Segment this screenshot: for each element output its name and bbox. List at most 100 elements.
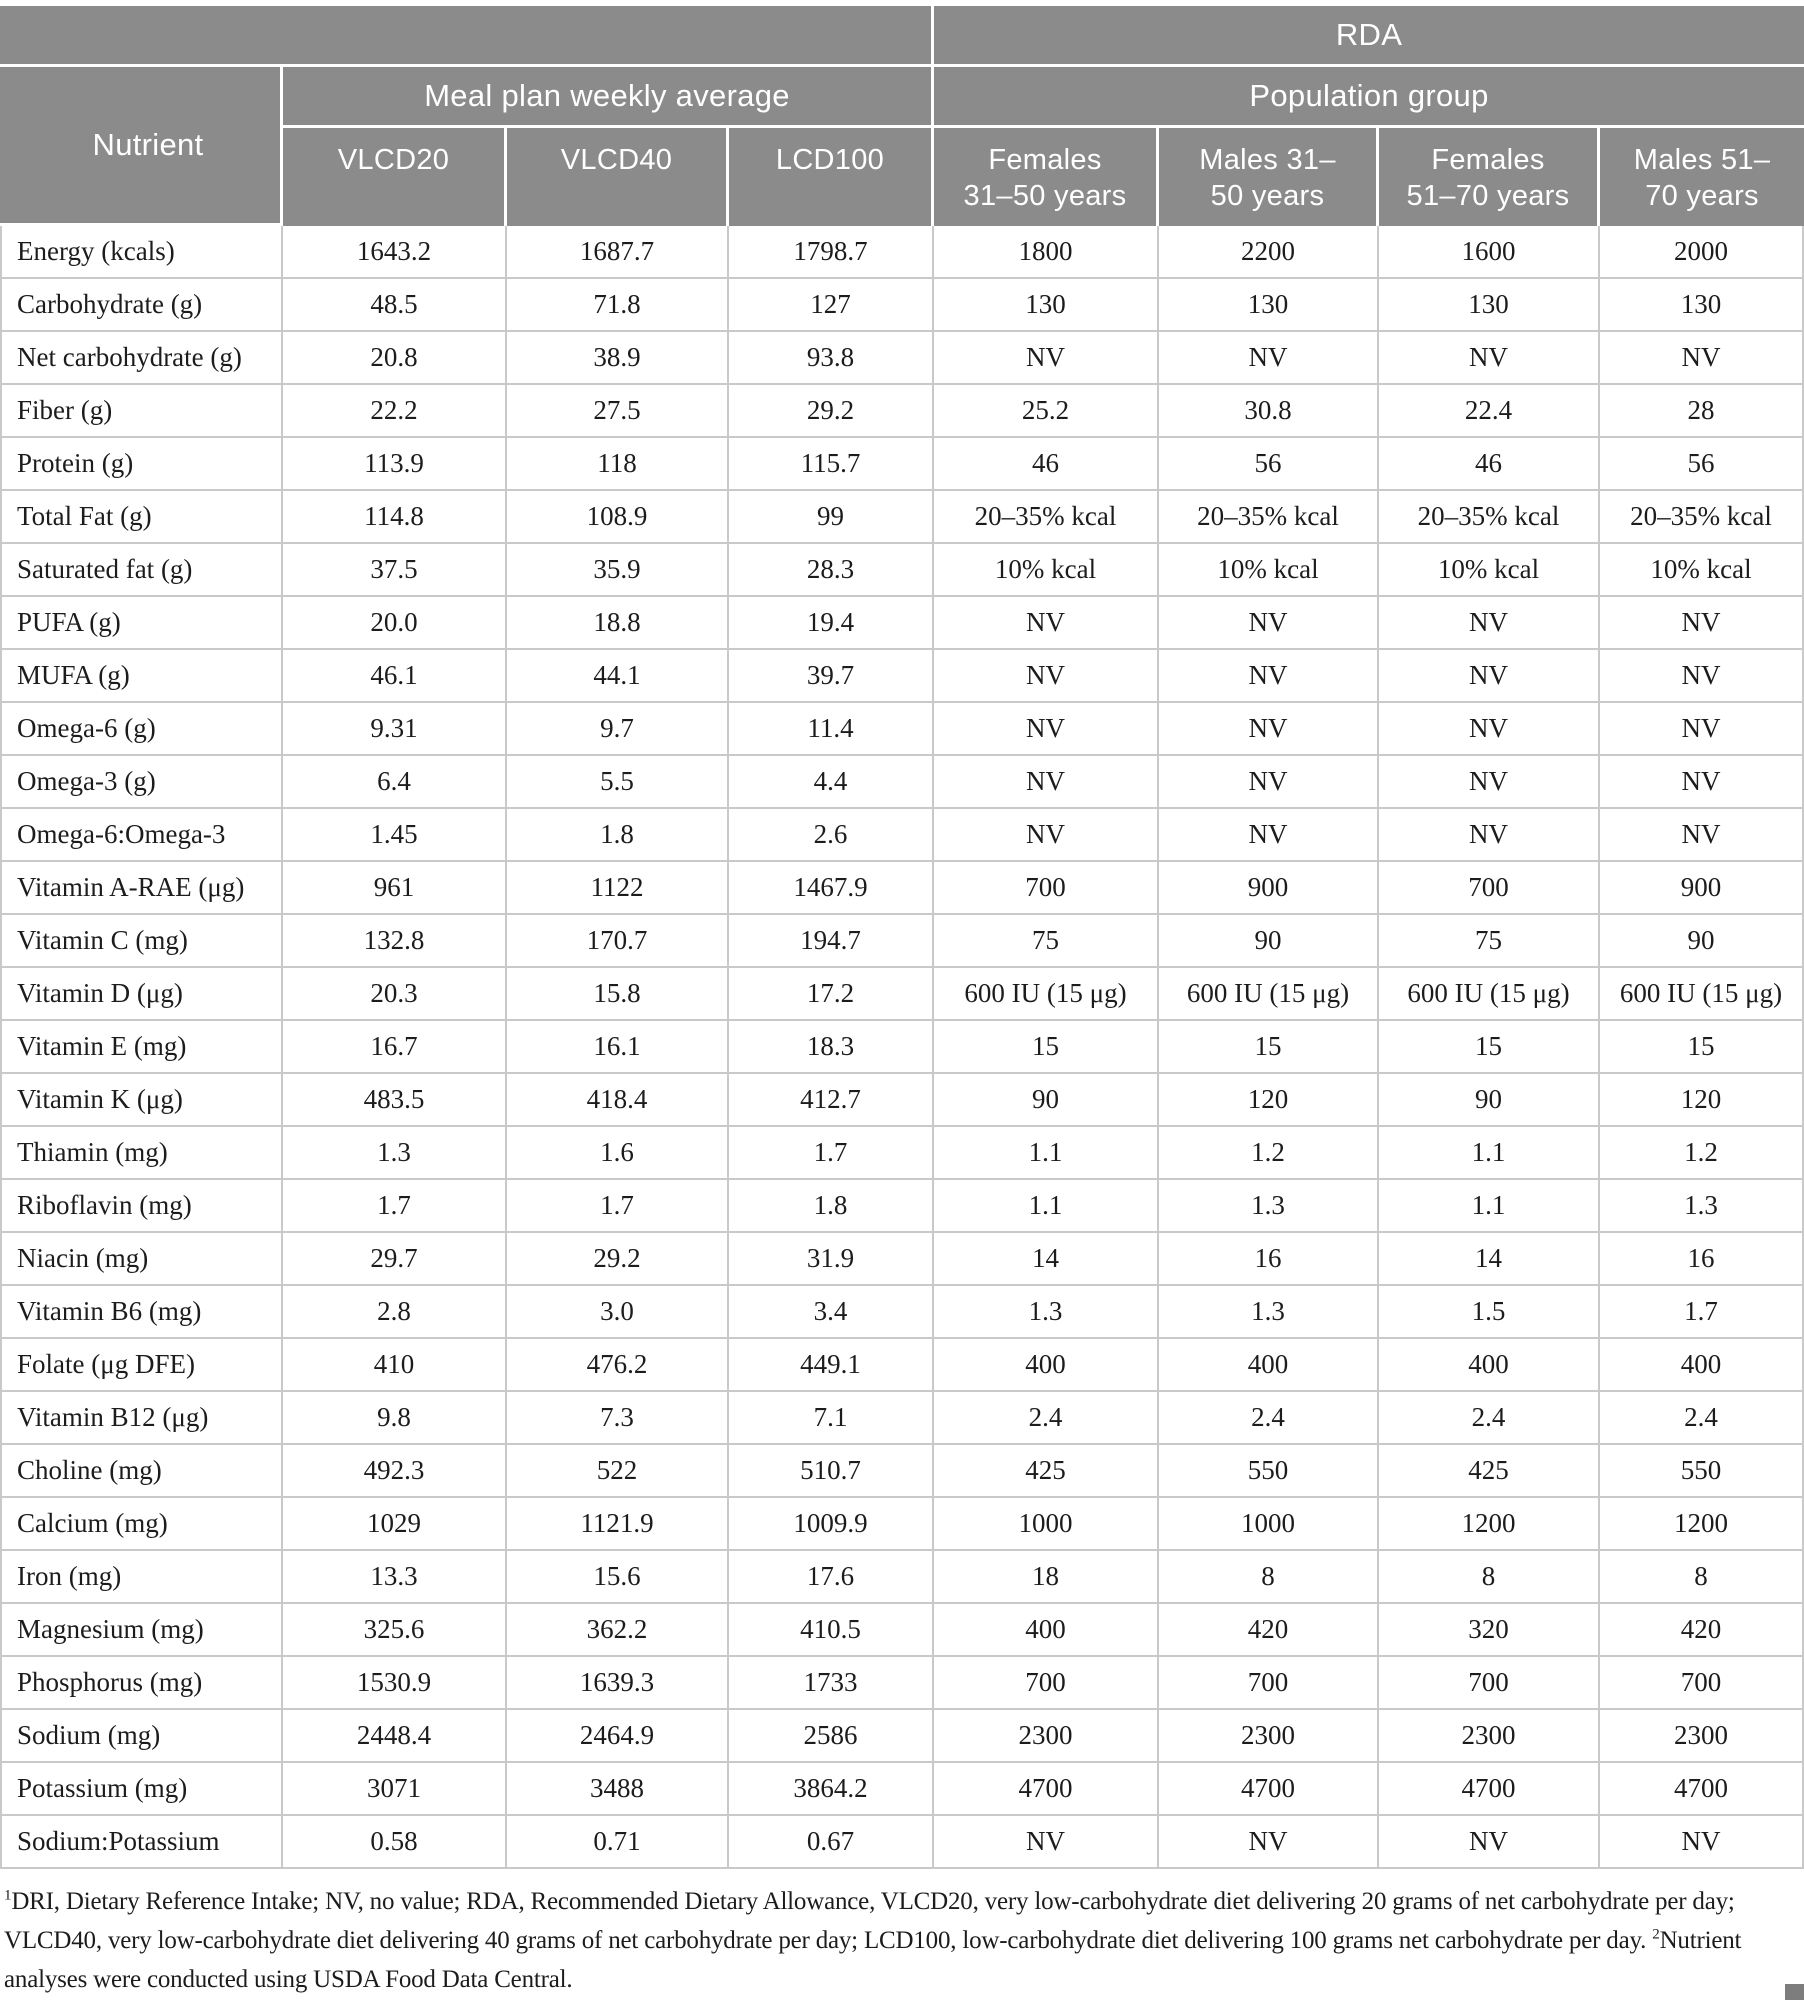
value-cell: 15.8 xyxy=(507,968,729,1021)
value-cell: 93.8 xyxy=(729,332,934,385)
value-cell: 700 xyxy=(1159,1657,1379,1710)
value-cell: 4700 xyxy=(1379,1763,1600,1816)
footnote: 1DRI, Dietary Reference Intake; NV, no v… xyxy=(0,1882,1804,1999)
value-cell: 113.9 xyxy=(283,438,507,491)
value-cell: 325.6 xyxy=(283,1604,507,1657)
value-cell: 4700 xyxy=(1159,1763,1379,1816)
value-cell: 1122 xyxy=(507,862,729,915)
table-row: Omega-3 (g) 6.4 5.5 4.4 NV NV NV NV xyxy=(0,756,1804,809)
value-cell: 1.8 xyxy=(507,809,729,862)
value-cell: NV xyxy=(934,597,1159,650)
value-cell: 75 xyxy=(1379,915,1600,968)
value-cell: 15 xyxy=(1600,1021,1804,1074)
value-cell: 29.2 xyxy=(507,1233,729,1286)
value-cell: 1.7 xyxy=(1600,1286,1804,1339)
value-cell: 29.7 xyxy=(283,1233,507,1286)
value-cell: NV xyxy=(934,756,1159,809)
nutrient-label: Vitamin A-RAE (μg) xyxy=(0,862,283,915)
nutrient-label: Vitamin B6 (mg) xyxy=(0,1286,283,1339)
nutrient-label: Omega-6 (g) xyxy=(0,703,283,756)
table-row: Calcium (mg) 1029 1121.9 1009.9 1000 1000 1200… xyxy=(0,1498,1804,1551)
value-cell: 900 xyxy=(1600,862,1804,915)
value-cell: 17.2 xyxy=(729,968,934,1021)
value-cell: 410.5 xyxy=(729,1604,934,1657)
value-cell: 600 IU (15 μg) xyxy=(1159,968,1379,1021)
value-cell: 20.3 xyxy=(283,968,507,1021)
value-cell: 400 xyxy=(1379,1339,1600,1392)
value-cell: 1687.7 xyxy=(507,226,729,279)
value-cell: 1200 xyxy=(1600,1498,1804,1551)
value-cell: 362.2 xyxy=(507,1604,729,1657)
table-row: Choline (mg) 492.3 522 510.7 425 550 425 550 xyxy=(0,1445,1804,1498)
value-cell: 2300 xyxy=(1159,1710,1379,1763)
value-cell: 1200 xyxy=(1379,1498,1600,1551)
value-cell: 127 xyxy=(729,279,934,332)
table-row: Vitamin A-RAE (μg) 961 1122 1467.9 700 900 700… xyxy=(0,862,1804,915)
value-cell: 3.0 xyxy=(507,1286,729,1339)
value-cell: 418.4 xyxy=(507,1074,729,1127)
value-cell: NV xyxy=(1159,703,1379,756)
value-cell: 961 xyxy=(283,862,507,915)
value-cell: 115.7 xyxy=(729,438,934,491)
value-cell: 600 IU (15 μg) xyxy=(934,968,1159,1021)
value-cell: 2586 xyxy=(729,1710,934,1763)
value-cell: 1009.9 xyxy=(729,1498,934,1551)
table-row: Saturated fat (g) 37.5 35.9 28.3 10% kcal 10%… xyxy=(0,544,1804,597)
value-cell: 31.9 xyxy=(729,1233,934,1286)
value-cell: 9.8 xyxy=(283,1392,507,1445)
rda-header: RDA xyxy=(934,6,1804,67)
value-cell: 1733 xyxy=(729,1657,934,1710)
nutrient-label: Thiamin (mg) xyxy=(0,1127,283,1180)
value-cell: 46 xyxy=(934,438,1159,491)
value-cell: NV xyxy=(1379,1816,1600,1869)
value-cell: 449.1 xyxy=(729,1339,934,1392)
nutrient-label: Sodium:Potassium xyxy=(0,1816,283,1869)
value-cell: 1.3 xyxy=(934,1286,1159,1339)
value-cell: 4.4 xyxy=(729,756,934,809)
value-cell: 20.8 xyxy=(283,332,507,385)
table-row: Energy (kcals) 1643.2 1687.7 1798.7 1800 2200… xyxy=(0,226,1804,279)
value-cell: 476.2 xyxy=(507,1339,729,1392)
value-cell: 15.6 xyxy=(507,1551,729,1604)
value-cell: 1.1 xyxy=(1379,1180,1600,1233)
value-cell: 0.71 xyxy=(507,1816,729,1869)
value-cell: NV xyxy=(934,809,1159,862)
value-cell: NV xyxy=(1600,332,1804,385)
table-row: Folate (μg DFE) 410 476.2 449.1 400 400 400 400 xyxy=(0,1339,1804,1392)
table-row: Riboflavin (mg) 1.7 1.7 1.8 1.1 1.3 1.1 1.3 xyxy=(0,1180,1804,1233)
value-cell: 410 xyxy=(283,1339,507,1392)
value-cell: NV xyxy=(1600,1816,1804,1869)
nutrient-label: Phosphorus (mg) xyxy=(0,1657,283,1710)
header-blank-cell xyxy=(0,6,934,67)
value-cell: 28 xyxy=(1600,385,1804,438)
value-cell: 120 xyxy=(1159,1074,1379,1127)
value-cell: 2.4 xyxy=(934,1392,1159,1445)
value-cell: 1.7 xyxy=(507,1180,729,1233)
table-row: Thiamin (mg) 1.3 1.6 1.7 1.1 1.2 1.1 1.2 xyxy=(0,1127,1804,1180)
value-cell: 13.3 xyxy=(283,1551,507,1604)
nutrient-label: Vitamin E (mg) xyxy=(0,1021,283,1074)
table-row: Total Fat (g) 114.8 108.9 99 20–35% kcal 20–3… xyxy=(0,491,1804,544)
value-cell: 2.6 xyxy=(729,809,934,862)
value-cell: 3071 xyxy=(283,1763,507,1816)
value-cell: 6.4 xyxy=(283,756,507,809)
header-row-rda: RDA xyxy=(0,6,1804,67)
col-header-females-31-50: Females 31–50 years xyxy=(934,128,1159,226)
nutrient-label: Potassium (mg) xyxy=(0,1763,283,1816)
value-cell: 2300 xyxy=(1379,1710,1600,1763)
nutrient-label: Folate (μg DFE) xyxy=(0,1339,283,1392)
value-cell: 30.8 xyxy=(1159,385,1379,438)
value-cell: 46.1 xyxy=(283,650,507,703)
value-cell: 130 xyxy=(1600,279,1804,332)
table-row: Carbohydrate (g) 48.5 71.8 127 130 130 130 130 xyxy=(0,279,1804,332)
value-cell: 38.9 xyxy=(507,332,729,385)
table-row: Vitamin E (mg) 16.7 16.1 18.3 15 15 15 15 xyxy=(0,1021,1804,1074)
table-row: Vitamin C (mg) 132.8 170.7 194.7 75 90 75 90 xyxy=(0,915,1804,968)
nutrient-label: Niacin (mg) xyxy=(0,1233,283,1286)
col-header-lcd100: LCD100 xyxy=(729,128,934,226)
value-cell: 3864.2 xyxy=(729,1763,934,1816)
value-cell: 99 xyxy=(729,491,934,544)
value-cell: NV xyxy=(1600,703,1804,756)
footnote-text-1: DRI, Dietary Reference Intake; NV, no va… xyxy=(4,1888,1735,1954)
value-cell: 1798.7 xyxy=(729,226,934,279)
